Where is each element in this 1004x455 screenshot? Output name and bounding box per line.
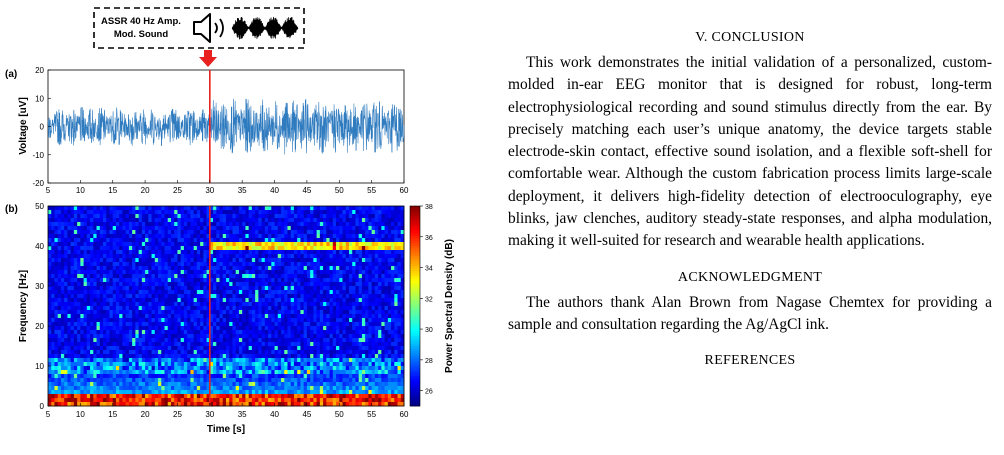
colorbar-tick-label: 26: [425, 389, 433, 396]
b-xtick-label: 5: [46, 410, 51, 419]
a-xtick-label: 15: [108, 186, 117, 195]
heading-conclusion-rest: ONCLUSION: [721, 30, 805, 45]
section-heading-references: REFERENCES: [508, 353, 992, 369]
a-xtick-label: 30: [205, 186, 214, 195]
a-xtick-label: 40: [270, 186, 279, 195]
a-xtick-label: 60: [400, 186, 409, 195]
panel-b-xlabel: Time [s]: [207, 424, 245, 435]
spectrogram: [48, 206, 404, 406]
heading-ack-rest: CKNOWLEDGMENT: [688, 270, 822, 285]
a-xtick-label: 25: [173, 186, 182, 195]
stimulus-line1: ASSR 40 Hz Amp.: [101, 16, 181, 27]
b-xtick-label: 35: [238, 410, 247, 419]
a-xtick-label: 50: [335, 186, 344, 195]
b-ytick-label: 10: [35, 362, 44, 371]
paragraph-acknowledgment: The authors thank Alan Brown from Nagase…: [508, 292, 992, 337]
stimulus-line2: Mod. Sound: [114, 29, 169, 40]
b-ytick-label: 50: [35, 202, 44, 211]
b-xtick-label: 40: [270, 410, 279, 419]
a-xtick-label: 55: [367, 186, 376, 195]
colorbar-tick-label: 38: [425, 204, 433, 211]
section-heading-acknowledgment: ACKNOWLEDGMENT: [508, 270, 992, 286]
colorbar-tick-label: 36: [425, 235, 433, 242]
b-xtick-label: 50: [335, 410, 344, 419]
b-xtick-label: 30: [205, 410, 214, 419]
panel-b-ylabel: Frequency [Hz]: [18, 270, 29, 342]
a-xtick-label: 20: [141, 186, 150, 195]
heading-conclusion-prefix: V. C: [695, 30, 721, 45]
b-ytick-label: 20: [35, 322, 44, 331]
a-xtick-label: 10: [76, 186, 85, 195]
a-ytick-label: 20: [35, 66, 44, 75]
panel-b-chart: 5 10 15 20 25 30 35 40 45 50 55 60 50 40 30 20 10 0 Freq…: [18, 202, 455, 435]
a-ytick-label: -10: [32, 151, 44, 160]
a-ytick-label: 0: [40, 123, 45, 132]
a-ytick-label: -20: [32, 179, 44, 188]
a-xtick-label: 5: [46, 186, 51, 195]
colorbar-tick-label: 30: [425, 327, 433, 334]
text-column: V. CONCLUSION This work demonstrates the…: [508, 30, 992, 369]
figure: ASSR 40 Hz Amp. Mod. Sound (a) (b) 5 10 15…: [0, 0, 480, 450]
colorbar-label: Power Spectral Density (dB): [444, 239, 455, 373]
heading-ref-rest: EFERENCES: [714, 353, 795, 368]
panel-a-label: (a): [5, 69, 17, 80]
heading-ref-first: R: [705, 353, 715, 368]
a-ytick-label: 10: [35, 94, 44, 103]
panel-b-label: (b): [5, 204, 18, 215]
b-ytick-label: 40: [35, 242, 44, 251]
b-xtick-label: 25: [173, 410, 182, 419]
a-xtick-label: 45: [302, 186, 311, 195]
paragraph-conclusion: This work demonstrates the initial valid…: [508, 52, 992, 253]
panel-a-ylabel: Voltage [uV]: [18, 97, 29, 155]
b-xtick-label: 45: [302, 410, 311, 419]
b-xtick-label: 10: [76, 410, 85, 419]
stimulus-box: ASSR 40 Hz Amp. Mod. Sound: [94, 8, 304, 48]
b-ytick-label: 30: [35, 282, 44, 291]
b-xtick-label: 20: [141, 410, 150, 419]
b-ytick-label: 0: [40, 402, 45, 411]
panel-a-chart: 5 10 15 20 25 30 35 40 45 50 55 60 20 10 0 -10 -20 Volt…: [18, 66, 409, 195]
section-heading-conclusion: V. CONCLUSION: [508, 30, 992, 46]
b-xtick-label: 15: [108, 410, 117, 419]
colorbar-tick-label: 28: [425, 358, 433, 365]
colorbar: [410, 206, 420, 406]
colorbar-tick-label: 32: [425, 296, 433, 303]
colorbar-tick-label: 34: [425, 266, 433, 273]
b-xtick-label: 60: [400, 410, 409, 419]
b-xtick-label: 55: [367, 410, 376, 419]
a-xtick-label: 35: [238, 186, 247, 195]
heading-ack-first: A: [678, 270, 688, 285]
stimulus-arrow: [199, 50, 217, 67]
figure-svg: ASSR 40 Hz Amp. Mod. Sound (a) (b) 5 10 15…: [0, 0, 480, 450]
